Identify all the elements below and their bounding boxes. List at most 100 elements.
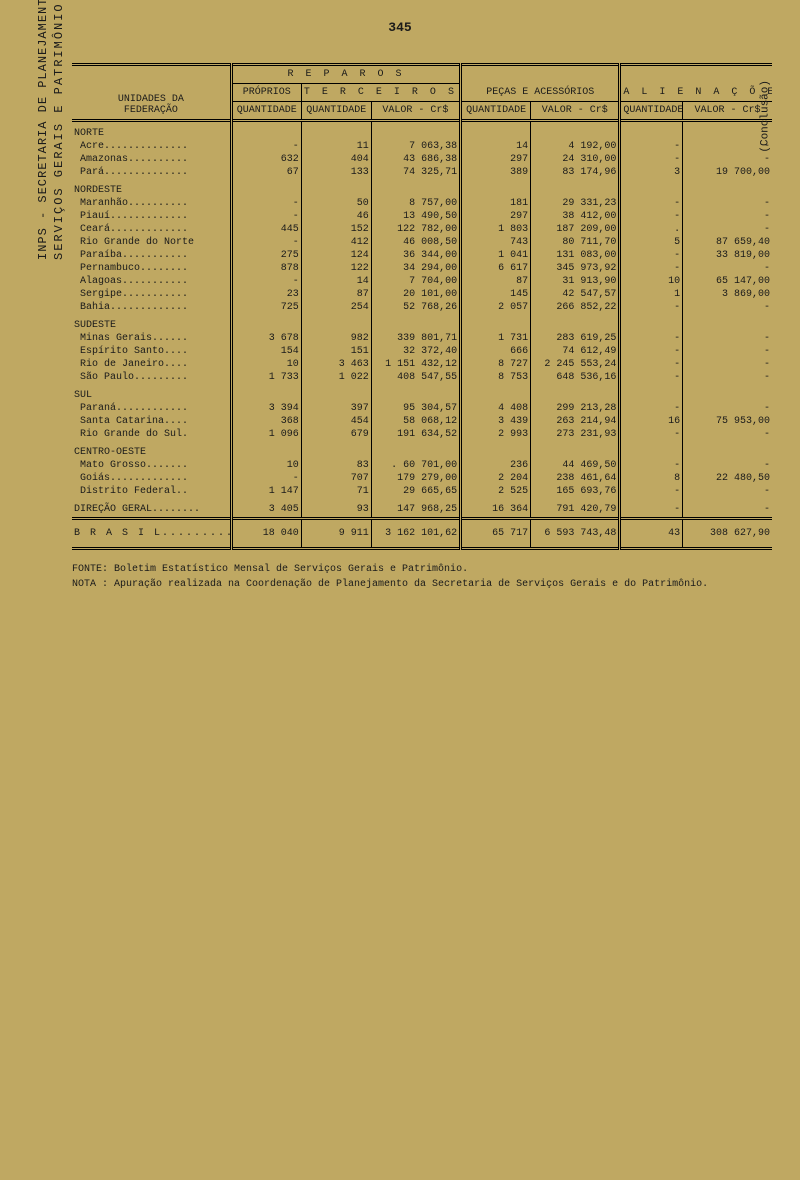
row-label: DIREÇÃO GERAL........ <box>72 498 231 519</box>
table-row: Amazonas..........63240443 686,3829724 3… <box>72 153 772 166</box>
cell: - <box>620 332 683 345</box>
row-label: Bahia............. <box>72 301 231 314</box>
cell: 6 617 <box>461 262 531 275</box>
cell: 339 801,71 <box>371 332 460 345</box>
row-label: Acre.............. <box>72 140 231 153</box>
cell: 2 204 <box>461 472 531 485</box>
cell: 238 461,64 <box>531 472 620 485</box>
cell: 632 <box>231 153 301 166</box>
region-row: SUL <box>72 384 772 402</box>
table-row: Pará..............6713374 325,7138983 17… <box>72 166 772 179</box>
cell: 124 <box>301 249 371 262</box>
cell: 75 953,00 <box>683 415 772 428</box>
cell: 74 612,49 <box>531 345 620 358</box>
cell: 648 536,16 <box>531 371 620 384</box>
cell: 8 753 <box>461 371 531 384</box>
cell: 4 192,00 <box>531 140 620 153</box>
cell: 13 490,50 <box>371 210 460 223</box>
cell: 254 <box>301 301 371 314</box>
th-q1: QUANTIDADE <box>231 102 301 121</box>
cell: - <box>620 210 683 223</box>
th-terceiros: T E R C E I R O S <box>301 84 460 102</box>
row-label: Pará.............. <box>72 166 231 179</box>
row-label: Paraíba........... <box>72 249 231 262</box>
cell: - <box>683 197 772 210</box>
cell: 65 147,00 <box>683 275 772 288</box>
cell: - <box>683 140 772 153</box>
cell: 1 803 <box>461 223 531 236</box>
cell: 1 147 <box>231 485 301 498</box>
th-v2: VALOR - Cr$ <box>531 102 620 121</box>
brasil-row: B R A S I L..........18 0409 9113 162 10… <box>72 519 772 549</box>
region-label: CENTRO-OESTE <box>72 441 231 459</box>
direcao-row: DIREÇÃO GERAL........3 40593147 968,2516… <box>72 498 772 519</box>
table-row: Paraíba...........27512436 344,001 04113… <box>72 249 772 262</box>
cell: 152 <box>301 223 371 236</box>
cell: 666 <box>461 345 531 358</box>
cell: 179 279,00 <box>371 472 460 485</box>
cell: 275 <box>231 249 301 262</box>
cell: 2 525 <box>461 485 531 498</box>
vertical-title-l1: INPS - SECRETARIA DE PLANEJAMENTO - COOR… <box>36 0 50 260</box>
cell: - <box>683 153 772 166</box>
cell: 8 727 <box>461 358 531 371</box>
vertical-title-l2: SERVIÇOS GERAIS E PATRIMÔNIO - TRANSPORT… <box>52 0 66 260</box>
cell: - <box>620 498 683 519</box>
cell: 74 325,71 <box>371 166 460 179</box>
cell: 8 <box>620 472 683 485</box>
cell: 299 213,28 <box>531 402 620 415</box>
cell: 95 304,57 <box>371 402 460 415</box>
cell: 263 214,94 <box>531 415 620 428</box>
cell: 1 733 <box>231 371 301 384</box>
cell: - <box>683 428 772 441</box>
cell: 1 096 <box>231 428 301 441</box>
cell: 16 <box>620 415 683 428</box>
cell: 181 <box>461 197 531 210</box>
cell: 191 634,52 <box>371 428 460 441</box>
cell: 83 <box>301 459 371 472</box>
cell: 52 768,26 <box>371 301 460 314</box>
cell: 743 <box>461 236 531 249</box>
scanned-page: 345 INPS - SECRETARIA DE PLANEJAMENTO - … <box>0 0 800 1180</box>
cell: 133 <box>301 166 371 179</box>
row-label: Piauí............. <box>72 210 231 223</box>
row-label: Rio de Janeiro.... <box>72 358 231 371</box>
cell: 87 <box>461 275 531 288</box>
cell: 165 693,76 <box>531 485 620 498</box>
cell: 397 <box>301 402 371 415</box>
cell: 3 394 <box>231 402 301 415</box>
cell: 11 <box>301 140 371 153</box>
cell: 404 <box>301 153 371 166</box>
cell: 67 <box>231 166 301 179</box>
cell: 10 <box>231 358 301 371</box>
cell: 80 711,70 <box>531 236 620 249</box>
cell: - <box>620 301 683 314</box>
region-row: CENTRO-OESTE <box>72 441 772 459</box>
cell: 1 022 <box>301 371 371 384</box>
th-proprios: PRÓPRIOS <box>231 84 301 102</box>
cell: 36 344,00 <box>371 249 460 262</box>
cell: 65 717 <box>461 519 531 549</box>
cell: 878 <box>231 262 301 275</box>
cell: 9 911 <box>301 519 371 549</box>
table-row: Espírito Santo....15415132 372,4066674 6… <box>72 345 772 358</box>
cell: - <box>620 345 683 358</box>
cell: 151 <box>301 345 371 358</box>
cell: 236 <box>461 459 531 472</box>
cell: 10 <box>620 275 683 288</box>
cell: 44 469,50 <box>531 459 620 472</box>
cell: 2 993 <box>461 428 531 441</box>
cell: 122 782,00 <box>371 223 460 236</box>
cell: 16 364 <box>461 498 531 519</box>
table-row: Rio de Janeiro....103 4631 151 432,128 7… <box>72 358 772 371</box>
th-q2: QUANTIDADE <box>301 102 371 121</box>
cell: 3 162 101,62 <box>371 519 460 549</box>
cell: - <box>231 197 301 210</box>
cell: 29 331,23 <box>531 197 620 210</box>
cell: 3 <box>620 166 683 179</box>
cell: - <box>683 262 772 275</box>
cell: 408 547,55 <box>371 371 460 384</box>
row-label: Pernambuco........ <box>72 262 231 275</box>
region-label: NORDESTE <box>72 179 231 197</box>
cell: 4 408 <box>461 402 531 415</box>
